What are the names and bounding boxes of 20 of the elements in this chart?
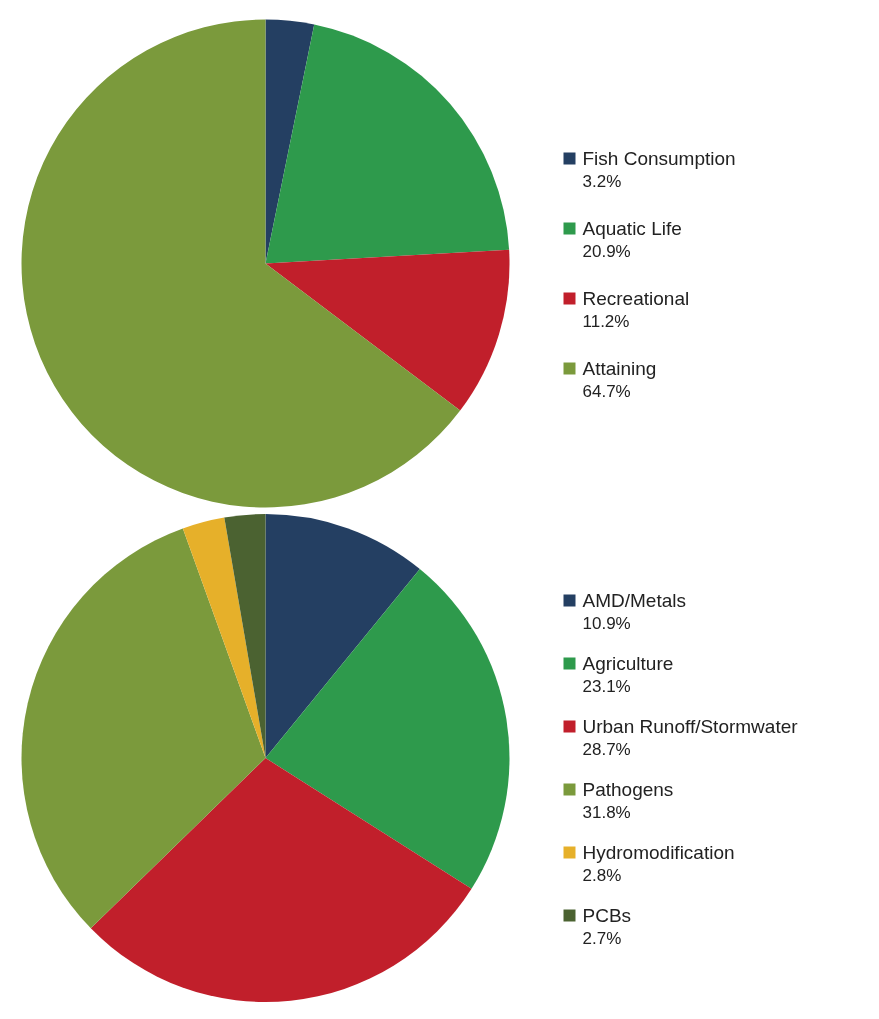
data-label: 2.7%: [582, 929, 622, 948]
data-label: 10.9%: [582, 614, 631, 633]
legend-label: Fish Consumption: [582, 148, 736, 169]
data-label: 28.7%: [582, 740, 631, 759]
legend-label: Urban Runoff/Stormwater: [582, 716, 799, 737]
legend-label: Aquatic Life: [582, 218, 682, 239]
data-label: 11.2%: [582, 312, 630, 331]
data-label: 3.2%: [582, 172, 622, 191]
data-label: 23.1%: [582, 677, 631, 696]
legend-label: Pathogens: [582, 779, 674, 800]
legend-label: Recreational: [582, 288, 690, 309]
legend-label: Hydromodification: [582, 842, 735, 863]
data-label: 20.9%: [582, 242, 631, 261]
legend-label: Attaining: [582, 358, 657, 379]
data-label: 2.8%: [582, 866, 622, 885]
legend-label: PCBs: [582, 905, 632, 926]
legend-label: AMD/Metals: [582, 590, 686, 611]
data-label: 64.7%: [582, 382, 631, 401]
data-label: 31.8%: [582, 803, 631, 822]
legend-label: Agriculture: [582, 653, 674, 674]
